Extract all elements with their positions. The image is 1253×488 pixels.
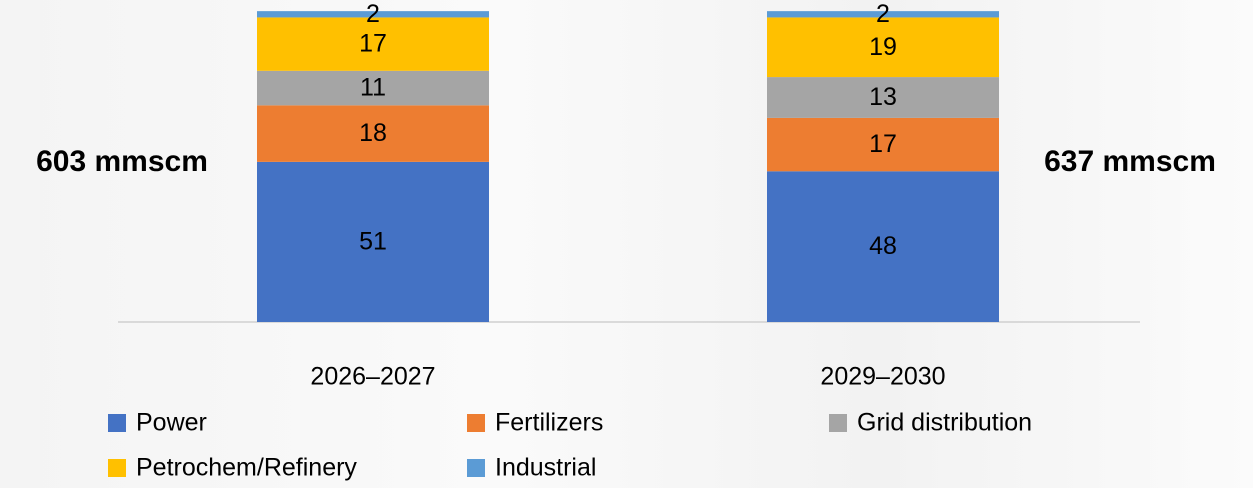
legend-swatch <box>829 414 847 432</box>
legend-swatch <box>108 459 126 477</box>
data-label: 17 <box>359 30 387 58</box>
annotation: 603 mmscm <box>36 145 208 178</box>
legend-swatch <box>467 459 485 477</box>
x-tick-label: 2026–2027 <box>310 363 435 391</box>
data-label: 17 <box>869 130 897 158</box>
data-label: 2 <box>366 0 380 28</box>
data-label: 13 <box>869 83 897 111</box>
legend-label: Grid distribution <box>857 409 1032 437</box>
legend-swatch <box>467 414 485 432</box>
annotation: 637 mmscm <box>1044 145 1216 178</box>
legend-label: Petrochem/Refinery <box>136 454 357 482</box>
data-label: 48 <box>869 232 897 260</box>
legend-label: Industrial <box>495 454 596 482</box>
data-label: 18 <box>359 119 387 147</box>
data-label: 2 <box>876 0 890 28</box>
chart: 5118111722026–20274817131922029–2030603 … <box>0 0 1253 488</box>
data-label: 51 <box>359 228 387 256</box>
legend-swatch <box>108 414 126 432</box>
data-label: 19 <box>869 33 897 61</box>
legend-label: Power <box>136 409 207 437</box>
legend-label: Fertilizers <box>495 409 603 437</box>
x-tick-label: 2029–2030 <box>820 363 945 391</box>
data-label: 11 <box>360 74 386 102</box>
